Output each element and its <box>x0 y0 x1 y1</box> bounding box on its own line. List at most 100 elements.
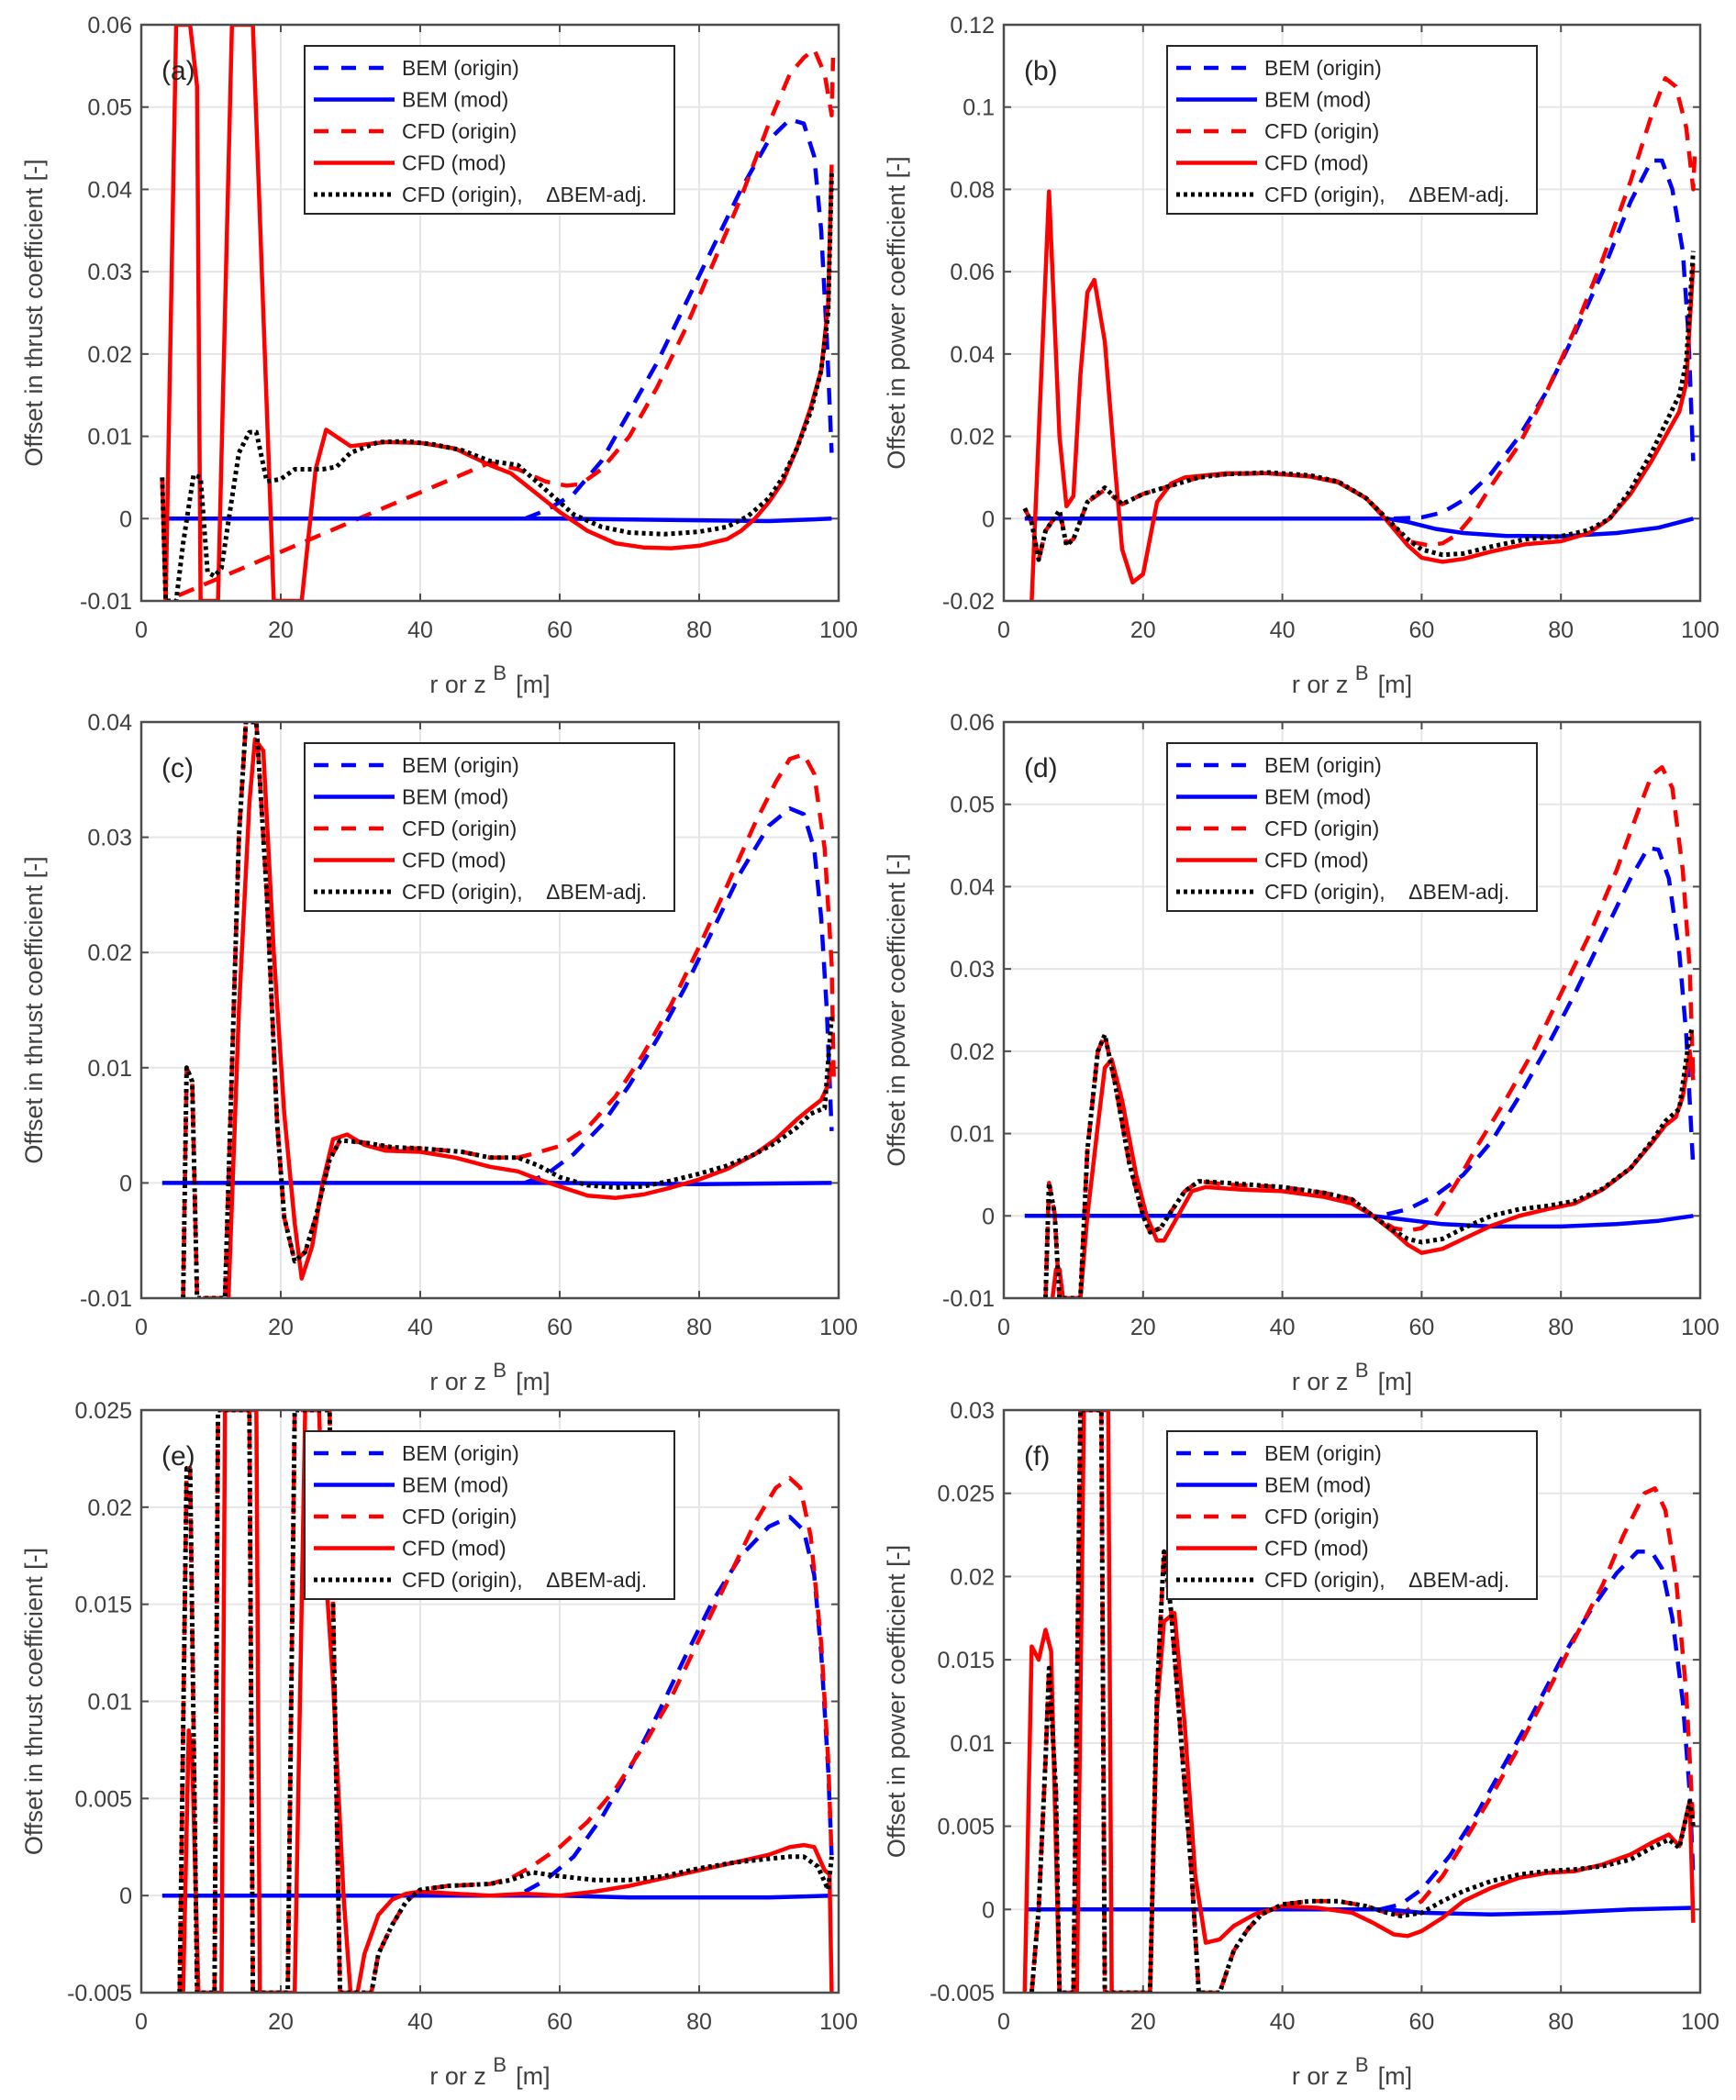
y-tick-label: 0.04 <box>87 710 132 736</box>
series-line-adj <box>1043 1025 1696 1298</box>
x-axis-label-sup: B <box>493 661 506 684</box>
panel-label: (f) <box>1024 1441 1050 1472</box>
y-tick-label: 0.04 <box>950 342 995 368</box>
x-tick-label: 60 <box>1408 617 1434 643</box>
y-tick-label: -0.01 <box>80 589 132 615</box>
legend-box <box>1166 45 1538 215</box>
legend-label-cfd-mod: CFD (mod) <box>402 849 506 872</box>
y-tick-label: -0.02 <box>942 589 995 615</box>
legend: BEM (origin) BEM (mod) CFD (origin) CFD (mo… <box>1166 1430 1538 1600</box>
x-tick-label: 100 <box>819 617 858 643</box>
legend-label-bem-origin: BEM (origin) <box>1264 753 1382 777</box>
series-line-bem-mod <box>1024 1214 1694 1229</box>
x-tick-label: 60 <box>547 617 573 643</box>
y-axis-label: Offset in power coefficient [-] <box>883 156 910 469</box>
y-tick-label: 0.05 <box>87 95 132 121</box>
y-tick-label: 0 <box>982 1204 995 1229</box>
series-line-bem-origin <box>524 117 834 521</box>
x-tick-label: 100 <box>1681 1315 1719 1340</box>
series-line-bem-mod <box>161 517 832 524</box>
y-tick-label: 0.01 <box>87 1690 132 1716</box>
x-axis-label-sup: B <box>1355 2053 1369 2076</box>
series-line-adj <box>177 1410 834 1993</box>
y-tick-label: -0.005 <box>929 1981 995 2006</box>
x-tick-label: 0 <box>997 617 1010 643</box>
legend-label-bem-origin: BEM (origin) <box>402 56 519 80</box>
legend-box <box>1166 1430 1538 1600</box>
series-line-adj <box>181 722 834 1298</box>
x-axis-label-text: r or z <box>1292 2062 1355 2090</box>
x-axis-label-sup: B <box>493 1359 506 1382</box>
panel-b: 0 20 40 60 80 100-0.0200.020.040.060.080.10.1… <box>883 13 1719 698</box>
x-axis-label-unit: [m] <box>1378 671 1413 698</box>
series-line-adj <box>1022 250 1696 562</box>
legend-label-adj: CFD (origin), ΔBEM-adj. <box>402 183 647 206</box>
x-tick-label: 0 <box>135 2009 148 2035</box>
legend-label-cfd-origin: CFD (origin) <box>402 119 517 143</box>
x-tick-label: 60 <box>1408 1315 1434 1340</box>
panel-label: (c) <box>161 753 194 783</box>
y-tick-label: 0.02 <box>87 940 132 966</box>
legend-label-cfd-mod: CFD (mod) <box>402 151 506 175</box>
legend-label-bem-mod: BEM (mod) <box>402 785 508 809</box>
y-tick-label: 0.06 <box>950 260 995 285</box>
x-axis-label: r or z B [m] <box>1292 1359 1412 1395</box>
x-tick-label: 0 <box>135 1315 148 1340</box>
legend-label-bem-mod: BEM (mod) <box>402 1473 508 1497</box>
legend: BEM (origin) BEM (mod) CFD (origin) CFD (mo… <box>1166 742 1538 912</box>
x-tick-label: 40 <box>407 2009 433 2035</box>
legend-label-adj: CFD (origin), ΔBEM-adj. <box>402 880 647 904</box>
series-line-bem-origin <box>523 1515 834 1894</box>
y-tick-label: 0.015 <box>74 1593 132 1618</box>
y-tick-label: 0.02 <box>950 1039 995 1065</box>
legend: BEM (origin) BEM (mod) CFD (origin) CFD (mo… <box>304 742 675 912</box>
y-tick-label: 0.02 <box>87 1495 132 1521</box>
y-tick-label: 0.02 <box>950 425 995 450</box>
x-tick-label: 0 <box>135 617 148 643</box>
legend-label-bem-origin: BEM (origin) <box>402 1441 519 1465</box>
x-tick-label: 40 <box>407 617 433 643</box>
x-tick-label: 80 <box>1548 617 1574 643</box>
legend-label-adj: CFD (origin), ΔBEM-adj. <box>1264 183 1509 206</box>
panel-e: 0 20 40 60 80 100-0.00500.0050.010.0150.020.0… <box>20 1398 858 2090</box>
x-tick-label: 100 <box>819 2009 858 2035</box>
x-axis-label: r or z B [m] <box>429 661 550 698</box>
x-tick-label: 20 <box>268 1315 294 1340</box>
x-tick-label: 20 <box>1130 2009 1156 2035</box>
y-tick-label: 0.03 <box>87 260 132 285</box>
y-tick-label: 0.08 <box>950 177 995 203</box>
x-axis-label-text: r or z <box>1292 671 1355 698</box>
y-tick-label: 0.01 <box>87 425 132 450</box>
y-tick-label: 0.01 <box>950 1122 995 1148</box>
series-line-bem-mod <box>161 1893 832 1900</box>
x-axis-label-unit: [m] <box>516 1368 551 1395</box>
panel-d: 0 20 40 60 80 100-0.0100.010.020.030.040.050.… <box>883 710 1719 1395</box>
x-tick-label: 0 <box>997 1315 1010 1340</box>
y-axis-label: Offset in power coefficient [-] <box>883 1545 910 1858</box>
y-axis-label: Offset in thrust coefficient [-] <box>20 159 48 466</box>
legend-label-bem-mod: BEM (mod) <box>402 88 508 112</box>
x-axis-label: r or z B [m] <box>1292 2053 1412 2090</box>
x-axis-label-sup: B <box>493 2053 506 2076</box>
x-tick-label: 60 <box>547 2009 573 2035</box>
axes-frame <box>1002 720 1702 1300</box>
series-line-adj <box>1029 1410 1696 1993</box>
series-line-cfd-origin <box>177 1410 834 1993</box>
panel-label: (a) <box>161 56 195 86</box>
x-tick-label: 20 <box>268 617 294 643</box>
y-tick-label: 0.02 <box>87 342 132 368</box>
panel-a: 0 20 40 60 80 100-0.0100.010.020.030.040.050.… <box>20 13 858 698</box>
legend-label-adj: CFD (origin), ΔBEM-adj. <box>1264 880 1509 904</box>
legend-label-cfd-mod: CFD (mod) <box>402 1537 506 1561</box>
y-tick-label: -0.005 <box>67 1981 132 2006</box>
panel-label: (e) <box>161 1441 195 1472</box>
y-tick-label: 0.1 <box>963 95 995 121</box>
x-axis-label-text: r or z <box>429 1368 493 1395</box>
series-line-adj <box>160 172 834 601</box>
x-tick-label: 40 <box>407 1315 433 1340</box>
y-axis-label: Offset in thrust coefficient [-] <box>20 856 48 1163</box>
legend-label-bem-mod: BEM (mod) <box>1264 785 1371 809</box>
y-tick-label: 0.03 <box>950 1398 995 1424</box>
axes-frame <box>139 720 840 1300</box>
